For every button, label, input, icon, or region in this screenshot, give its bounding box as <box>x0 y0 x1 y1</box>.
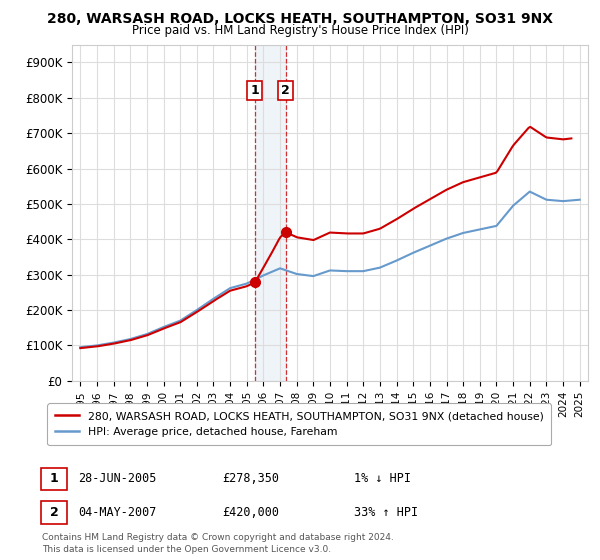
Text: 28-JUN-2005: 28-JUN-2005 <box>78 472 157 486</box>
Text: 280, WARSASH ROAD, LOCKS HEATH, SOUTHAMPTON, SO31 9NX: 280, WARSASH ROAD, LOCKS HEATH, SOUTHAMP… <box>47 12 553 26</box>
Text: 1% ↓ HPI: 1% ↓ HPI <box>354 472 411 486</box>
Text: 2: 2 <box>50 506 58 519</box>
Text: Price paid vs. HM Land Registry's House Price Index (HPI): Price paid vs. HM Land Registry's House … <box>131 24 469 36</box>
Legend: 280, WARSASH ROAD, LOCKS HEATH, SOUTHAMPTON, SO31 9NX (detached house), HPI: Ave: 280, WARSASH ROAD, LOCKS HEATH, SOUTHAMP… <box>47 403 551 445</box>
Text: 1: 1 <box>50 472 58 486</box>
Text: £420,000: £420,000 <box>222 506 279 519</box>
Text: £278,350: £278,350 <box>222 472 279 486</box>
Bar <box>255 45 286 381</box>
Text: Contains HM Land Registry data © Crown copyright and database right 2024.
This d: Contains HM Land Registry data © Crown c… <box>42 533 394 554</box>
Text: 1: 1 <box>251 84 259 97</box>
Text: 33% ↑ HPI: 33% ↑ HPI <box>354 506 418 519</box>
Text: 04-MAY-2007: 04-MAY-2007 <box>78 506 157 519</box>
Text: 2: 2 <box>281 84 290 97</box>
